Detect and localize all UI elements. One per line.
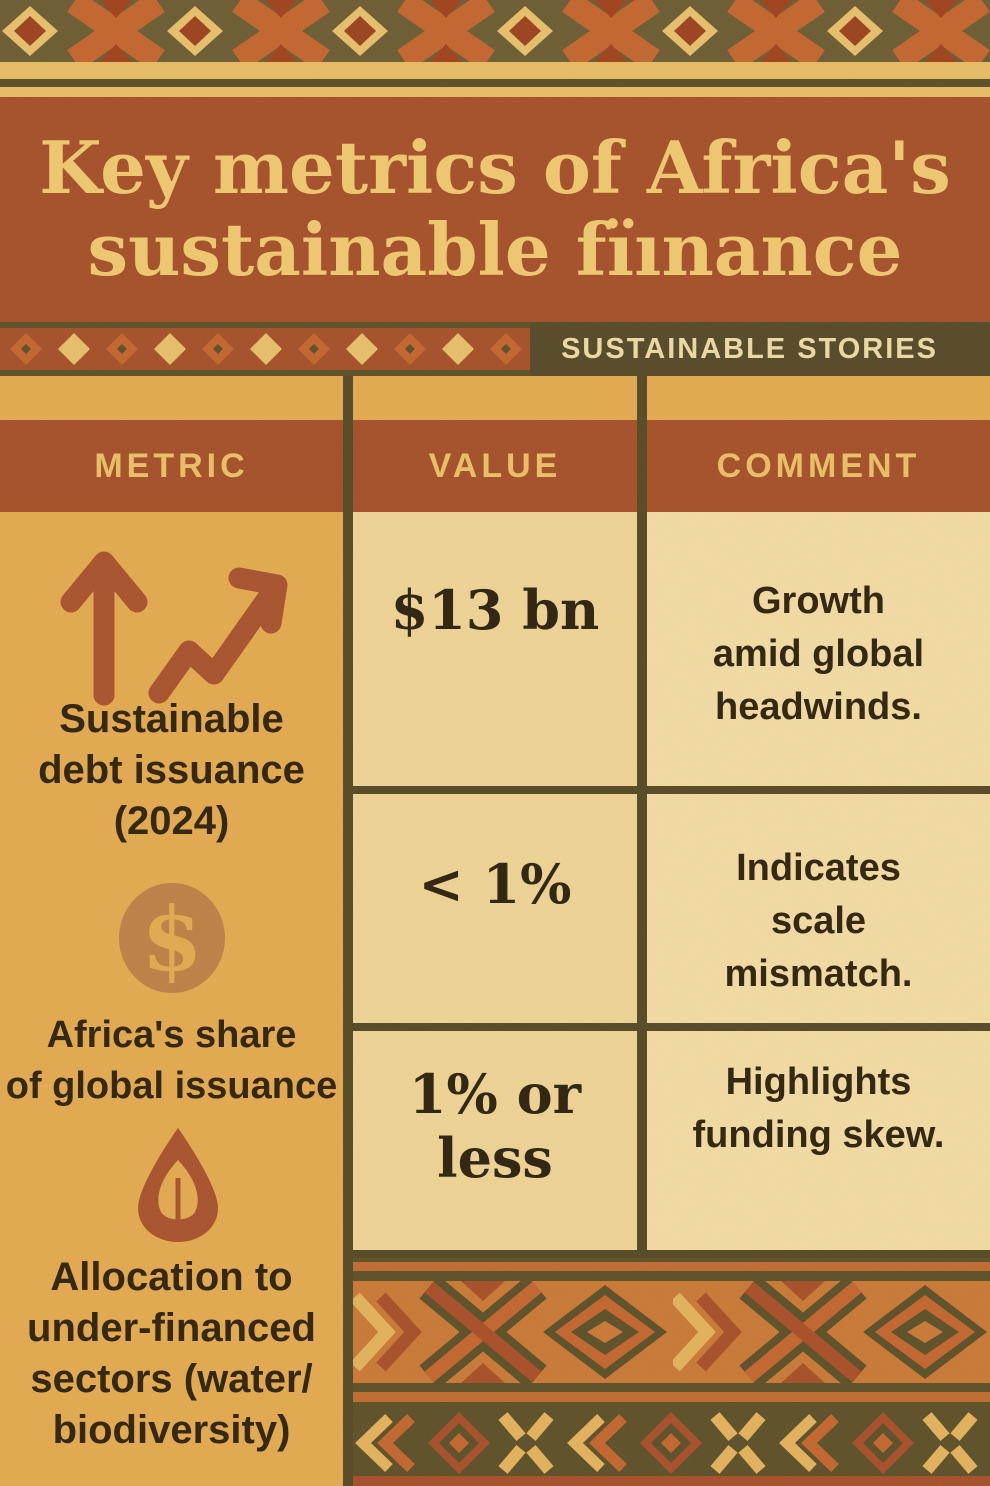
olive-stripe [0,79,990,87]
brand-name-line-1: SUSTAINABLE STORIES [561,333,938,365]
gold-stripe [0,87,990,97]
column-header-value: VALUE [428,447,562,485]
trend-up-arrows-icon [60,551,288,706]
value-row-2: < 1% [418,852,572,916]
horizontal-divider [353,1023,990,1031]
kilim-main-band-pattern [353,1281,990,1383]
comment-row-3: Highlights funding skew. [692,1061,945,1156]
rust-stripe [353,1476,990,1486]
comment-row-1: Growth amid global headwinds. [712,580,925,728]
orange-stripe [353,1392,990,1402]
dollar-glyph: $ [141,887,202,991]
horizontal-divider [353,786,990,794]
vertical-divider [343,376,353,1486]
metric-label-row-1: Sustainable debt issuance (2024) [38,697,305,843]
comment-row-2: Indicates scale mismatch. [724,847,913,995]
table-top-strip [343,376,990,420]
metric-label-row-2: Africa's share of global issuance [5,1014,338,1107]
dollar-coin-icon: $ [119,883,225,993]
water-drop-leaf-icon [138,1128,218,1242]
diamond-row-border-pattern [0,322,530,376]
value-row-3: 1% or less [408,1062,582,1190]
column-header-metric: METRIC [94,447,249,485]
orange-stripe [353,1262,990,1271]
brand-badge-upper: SUSTAINABLE STORIES [530,322,990,376]
page-title-line-1: Key metrics of Africa's [39,125,951,210]
vertical-divider [637,376,647,1258]
bottom-kilim-panel [353,1258,990,1486]
gold-stripe [0,62,990,79]
column-header-comment: COMMENT [716,447,921,485]
metric-label-row-3: Allocation to under-financed sectors (wa… [27,1255,316,1452]
value-row-1: $13 bn [390,578,600,642]
top-kilim-border-pattern [0,0,990,62]
kilim-chevron-band-pattern [353,1410,990,1476]
page-title-line-2: sustainable fïınance [87,207,903,292]
horizontal-divider [353,1250,990,1258]
title-band: Key metrics of Africa's sustainable fïın… [0,97,990,322]
